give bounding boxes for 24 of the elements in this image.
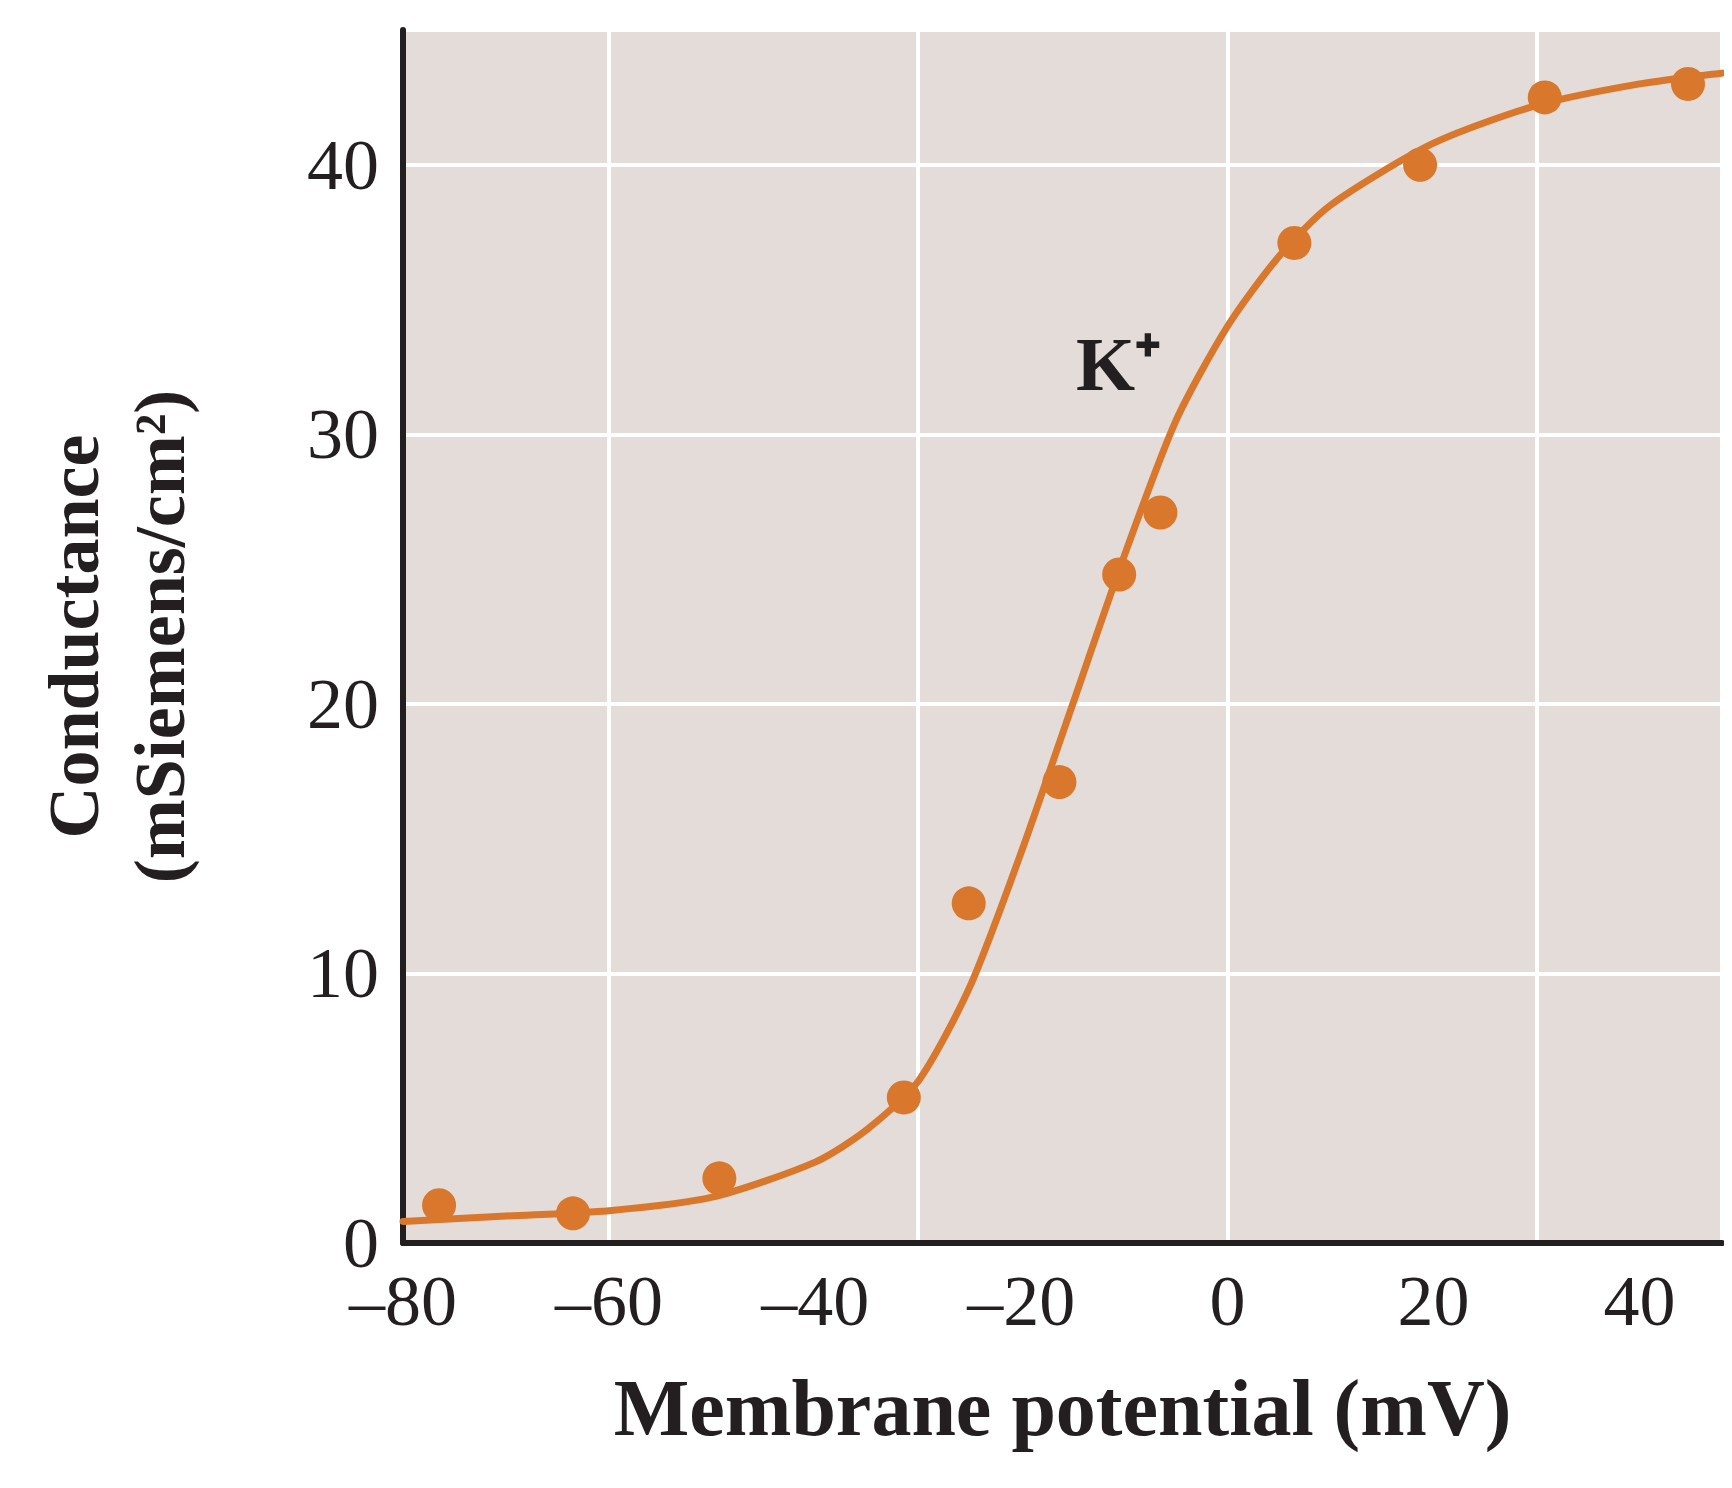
point (556, 1196, 591, 1231)
x-tick-label: –40 (760, 1261, 870, 1341)
point (1102, 557, 1137, 592)
annotation: K⁺ (1076, 322, 1162, 406)
point (1143, 495, 1178, 530)
y-tick-label: 40 (307, 124, 379, 205)
x-tick-label: 20 (1397, 1261, 1470, 1341)
point (951, 886, 986, 921)
x-axis-title: Membrane potential (mV) (613, 1364, 1512, 1453)
y-tick-label: 20 (307, 663, 379, 744)
point (1403, 147, 1438, 182)
point (1671, 66, 1705, 101)
y-tick-label: 10 (307, 933, 379, 1014)
point (702, 1161, 737, 1196)
point (1277, 225, 1312, 260)
x-tick-label: 0 (1209, 1261, 1246, 1341)
point (1527, 80, 1562, 115)
x-tick-label: –20 (966, 1261, 1076, 1341)
y-axis-title: Conductance (mSiemens/cm²) (34, 389, 200, 884)
point (1042, 765, 1077, 800)
point (886, 1080, 921, 1115)
y-tick-label: 30 (307, 394, 379, 475)
x-tick-label: –60 (554, 1261, 664, 1341)
x-tick-label: 40 (1603, 1261, 1676, 1341)
